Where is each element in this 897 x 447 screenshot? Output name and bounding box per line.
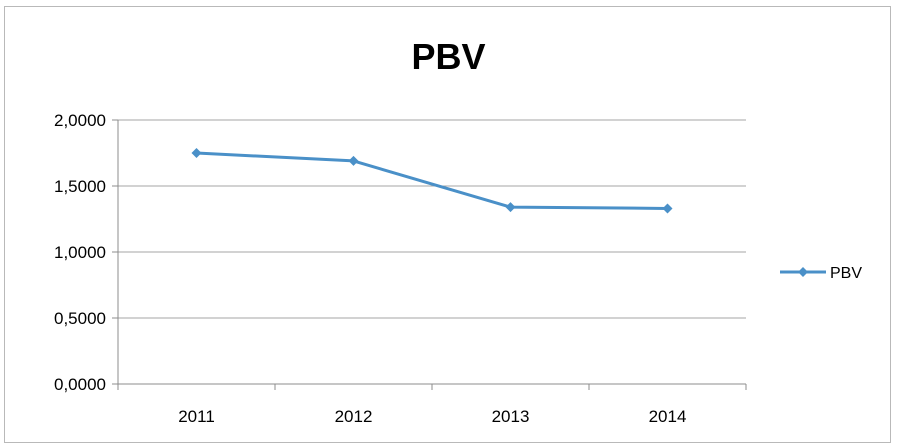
gridlines [118, 119, 746, 319]
y-tick-label: 1,0000 [54, 243, 106, 262]
data-point-marker [191, 148, 202, 158]
y-tick-label: 1,5000 [54, 177, 106, 196]
x-tick-labels: 2011 2012 2013 2014 [178, 407, 686, 426]
y-tick-label: 0,0000 [54, 375, 106, 394]
x-tick-label: 2013 [492, 407, 530, 426]
legend-marker [798, 267, 808, 277]
y-tick-labels: 0,0000 0,5000 1,0000 1,5000 2,0000 [54, 111, 106, 394]
series-line [196, 151, 668, 210]
legend: PBV [780, 265, 862, 282]
chart-title: PBV [411, 36, 486, 77]
data-point-marker [348, 155, 359, 166]
axes [112, 119, 747, 390]
y-tick-label: 0,5000 [54, 309, 106, 328]
data-point-marker [505, 202, 516, 213]
x-tick-label: 2011 [178, 407, 215, 426]
legend-label: PBV [830, 265, 862, 282]
chart-frame [4, 6, 891, 443]
series [191, 148, 673, 214]
data-point-marker [662, 203, 673, 214]
x-tick-label: 2014 [649, 407, 687, 426]
y-tick-label: 2,0000 [54, 111, 106, 130]
x-tick-label: 2012 [335, 407, 373, 426]
